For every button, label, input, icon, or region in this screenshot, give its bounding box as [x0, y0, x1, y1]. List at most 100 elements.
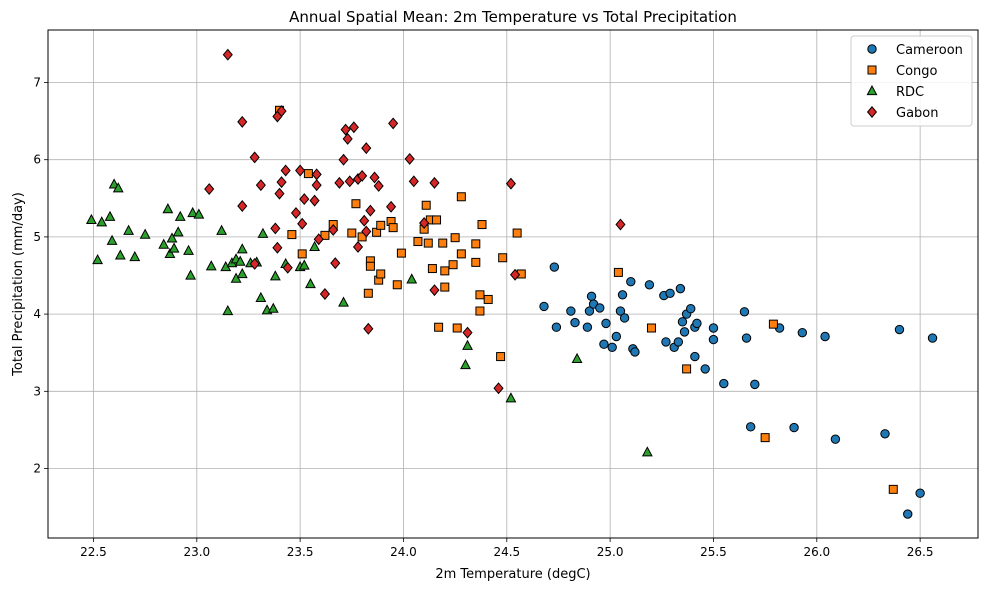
- chart-title: Annual Spatial Mean: 2m Temperature vs T…: [289, 8, 737, 26]
- congo-point: [496, 352, 506, 362]
- congo-point: [456, 192, 466, 202]
- cameroon-point: [692, 318, 702, 329]
- congo-point: [498, 253, 508, 263]
- x-axis-label: 2m Temperature (degC): [435, 567, 590, 582]
- gabon-point: [369, 171, 380, 184]
- congo-point: [471, 239, 481, 249]
- cameroon-point: [903, 509, 913, 519]
- cameroon-point: [630, 347, 640, 357]
- data-points: [85, 48, 938, 519]
- cameroon-point: [595, 303, 605, 313]
- gabon-point: [344, 175, 355, 188]
- rdc-point: [129, 250, 141, 262]
- gabon-point: [361, 142, 372, 155]
- congo-point: [423, 238, 433, 248]
- cameroon-point: [644, 280, 655, 290]
- gabon-point: [319, 288, 330, 301]
- rdc-point: [406, 273, 418, 284]
- rdc-point: [234, 255, 246, 266]
- gabon-point: [313, 233, 324, 246]
- gabon-point: [386, 200, 397, 213]
- congo-point: [320, 230, 330, 240]
- congo-point: [287, 230, 297, 240]
- rdc-point: [216, 224, 228, 235]
- gabon-point: [408, 175, 419, 188]
- gabon-point: [274, 187, 285, 200]
- cameroon-point: [607, 342, 617, 353]
- congo-point: [376, 269, 386, 279]
- congo-point: [365, 261, 375, 271]
- legend-marker-cameroon: [867, 44, 877, 54]
- congo-point: [396, 248, 406, 258]
- rdc-point: [164, 247, 176, 258]
- gabon-point: [510, 268, 521, 281]
- rdc-point: [112, 182, 124, 193]
- gabon-point: [280, 164, 291, 177]
- series-cameroon: [539, 262, 938, 519]
- x-tick-label: 26.0: [803, 545, 830, 559]
- y-tick-label: 6: [33, 153, 41, 167]
- x-tick-label: 23.5: [287, 545, 314, 559]
- congo-point: [297, 249, 307, 259]
- cameroon-point: [739, 307, 750, 317]
- congo-point: [768, 319, 778, 329]
- x-tick-label: 22.5: [80, 545, 107, 559]
- cameroon-point: [915, 488, 925, 498]
- cameroon-point: [601, 318, 611, 329]
- gabon-point: [330, 257, 341, 270]
- cameroon-point: [880, 429, 890, 439]
- congo-point: [421, 200, 431, 210]
- rdc-point: [183, 244, 194, 255]
- series-gabon: [204, 48, 626, 395]
- congo-point: [613, 267, 623, 277]
- rdc-point: [166, 232, 178, 243]
- y-tick-label: 5: [33, 230, 41, 244]
- gabon-point: [419, 217, 430, 229]
- rdc-point: [96, 216, 108, 227]
- legend-marker-gabon: [866, 106, 878, 118]
- x-tick-label: 25.5: [700, 545, 727, 559]
- cameroon-point: [677, 317, 688, 327]
- gabon-point: [295, 164, 306, 177]
- congo-point: [432, 215, 442, 225]
- congo-point: [392, 280, 402, 290]
- gabon-point: [357, 169, 368, 182]
- rdc-point: [205, 260, 217, 271]
- cameroon-point: [566, 306, 576, 316]
- congo-point: [682, 364, 692, 374]
- series-congo: [274, 105, 898, 494]
- congo-point: [438, 238, 448, 248]
- cameroon-point: [719, 378, 729, 389]
- congo-point: [760, 433, 770, 443]
- cameroon-point: [615, 306, 626, 316]
- gabon-point: [615, 218, 626, 231]
- gabon-point: [348, 121, 359, 134]
- cameroon-point: [750, 379, 760, 390]
- congo-point: [475, 290, 485, 300]
- congo-point: [483, 294, 493, 304]
- series-rdc: [85, 178, 653, 457]
- gabon-point: [309, 194, 320, 207]
- congo-point: [427, 264, 437, 274]
- rdc-point: [162, 203, 174, 214]
- congo-point: [303, 169, 313, 179]
- gabon-point: [297, 217, 308, 230]
- cameroon-point: [797, 327, 808, 338]
- gabon-point: [429, 176, 440, 189]
- gabon-point: [338, 153, 349, 166]
- rdc-point: [114, 249, 126, 260]
- y-tick-label: 2: [33, 462, 41, 476]
- gabon-point: [222, 48, 233, 61]
- rdc-point: [106, 234, 118, 245]
- rdc-point: [85, 213, 97, 225]
- rdc-point: [309, 240, 321, 252]
- x-tick-label: 23.0: [183, 545, 210, 559]
- gabon-point: [334, 176, 345, 189]
- rdc-point: [123, 224, 135, 235]
- rdc-point: [104, 210, 116, 221]
- cameroon-point: [708, 334, 719, 345]
- cameroon-point: [679, 327, 690, 337]
- congo-point: [440, 266, 450, 276]
- congo-point: [450, 233, 460, 243]
